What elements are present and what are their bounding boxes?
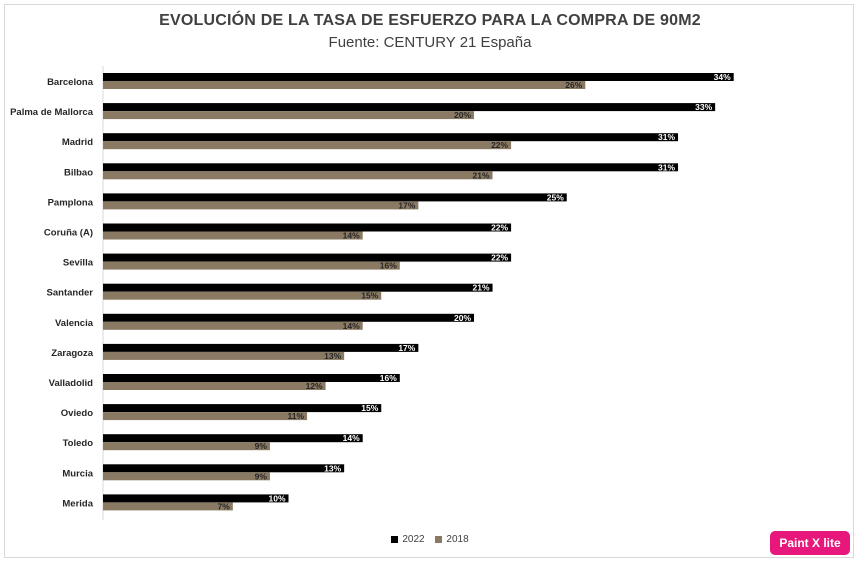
category-label-sevilla: Sevilla xyxy=(63,258,94,269)
bar-2018-palma-de-mallorca xyxy=(103,111,474,120)
bar-2018-merida xyxy=(103,502,233,511)
bar-2022-santander xyxy=(103,283,493,292)
bar-2018-zaragoza xyxy=(103,351,345,360)
category-label-zaragoza: Zaragoza xyxy=(51,348,93,359)
legend-item-2018: 2018 xyxy=(435,534,469,545)
legend-swatch-2022 xyxy=(391,536,399,543)
data-label-2018-palma-de-mallorca: 20% xyxy=(454,110,471,120)
bar-2018-pamplona xyxy=(103,201,419,210)
data-label-2022-toledo: 14% xyxy=(343,433,360,443)
chart-title: EVOLUCIÓN DE LA TASA DE ESFUERZO PARA LA… xyxy=(159,12,701,29)
category-label-madrid: Madrid xyxy=(62,137,93,148)
data-label-2018-santander: 15% xyxy=(361,291,378,301)
data-label-2018-toledo: 9% xyxy=(255,441,268,451)
legend-label-2022: 2022 xyxy=(402,534,425,545)
category-label-valladolid: Valladolid xyxy=(49,378,94,389)
category-label-valencia: Valencia xyxy=(55,318,94,329)
bar-2018-murcia xyxy=(103,472,270,481)
data-label-2022-palma-de-mallorca: 33% xyxy=(695,102,712,112)
bar-2018-sevilla xyxy=(103,261,400,270)
data-label-2018-oviedo: 11% xyxy=(288,411,305,421)
data-label-2022-oviedo: 15% xyxy=(361,403,378,413)
data-label-2022-coru-a-a: 22% xyxy=(491,223,508,233)
data-label-2022-murcia: 13% xyxy=(324,463,341,473)
data-label-2018-valladolid: 12% xyxy=(306,381,323,391)
bar-2022-sevilla xyxy=(103,253,512,262)
bar-2022-toledo xyxy=(103,434,363,443)
data-label-2018-murcia: 9% xyxy=(255,471,268,481)
bar-2018-coru-a-a xyxy=(103,231,363,240)
bar-2022-oviedo xyxy=(103,404,382,413)
data-label-2018-barcelona: 26% xyxy=(565,80,582,90)
data-label-2022-madrid: 31% xyxy=(658,132,675,142)
bar-2018-bilbao xyxy=(103,171,493,180)
category-label-murcia: Murcia xyxy=(62,468,93,479)
data-label-2018-sevilla: 16% xyxy=(380,261,397,271)
data-label-2018-merida: 7% xyxy=(218,501,231,511)
bar-2022-murcia xyxy=(103,464,345,473)
category-label-toledo: Toledo xyxy=(63,438,94,449)
category-label-oviedo: Oviedo xyxy=(61,408,93,419)
bar-2022-madrid xyxy=(103,133,679,142)
bar-2018-valladolid xyxy=(103,382,326,390)
data-label-2022-pamplona: 25% xyxy=(547,192,564,202)
data-label-2018-madrid: 22% xyxy=(491,140,508,150)
category-label-barcelona: Barcelona xyxy=(47,77,94,88)
bar-2022-palma-de-mallorca xyxy=(103,103,716,112)
bar-2022-barcelona xyxy=(103,73,734,81)
bar-2018-santander xyxy=(103,291,382,300)
data-label-2022-sevilla: 22% xyxy=(491,253,508,263)
data-label-2022-valladolid: 16% xyxy=(380,373,397,383)
bar-2022-valencia xyxy=(103,313,474,322)
bar-2022-bilbao xyxy=(103,163,679,172)
data-label-2018-pamplona: 17% xyxy=(398,200,415,210)
chart-subtitle: Fuente: CENTURY 21 España xyxy=(328,34,532,51)
bar-2022-coru-a-a xyxy=(103,223,512,232)
category-label-bilbao: Bilbao xyxy=(64,167,93,178)
bar-2018-valencia xyxy=(103,321,363,330)
category-label-pamplona: Pamplona xyxy=(48,197,94,208)
bar-2022-valladolid xyxy=(103,374,400,382)
data-label-2022-bilbao: 31% xyxy=(658,162,675,172)
legend: 2022 2018 xyxy=(0,534,860,546)
data-label-2018-valencia: 14% xyxy=(343,321,360,331)
bar-2022-zaragoza xyxy=(103,343,419,352)
bar-2022-merida xyxy=(103,494,289,503)
category-label-santander: Santander xyxy=(47,288,94,299)
legend-label-2018: 2018 xyxy=(446,534,469,545)
legend-swatch-2018 xyxy=(435,536,443,543)
bar-2018-oviedo xyxy=(103,412,308,421)
paint-x-lite-badge[interactable]: Paint X lite xyxy=(770,531,850,555)
bar-2018-madrid xyxy=(103,141,512,150)
data-label-2022-valencia: 20% xyxy=(454,313,471,323)
data-label-2018-bilbao: 21% xyxy=(473,170,490,180)
data-label-2018-coru-a-a: 14% xyxy=(343,231,360,241)
bar-2018-toledo xyxy=(103,442,270,451)
bar-2022-pamplona xyxy=(103,193,567,202)
data-label-2022-merida: 10% xyxy=(268,493,285,503)
data-label-2022-zaragoza: 17% xyxy=(398,343,415,353)
legend-item-2022: 2022 xyxy=(391,534,425,545)
bar-2018-barcelona xyxy=(103,81,586,89)
category-label-merida: Merida xyxy=(62,498,93,509)
category-label-palma-de-mallorca: Palma de Mallorca xyxy=(10,107,94,118)
category-label-coru-a-a: Coruña (A) xyxy=(44,228,93,239)
data-label-2022-barcelona: 34% xyxy=(714,72,731,82)
data-label-2018-zaragoza: 13% xyxy=(324,351,341,361)
data-label-2022-santander: 21% xyxy=(473,283,490,293)
